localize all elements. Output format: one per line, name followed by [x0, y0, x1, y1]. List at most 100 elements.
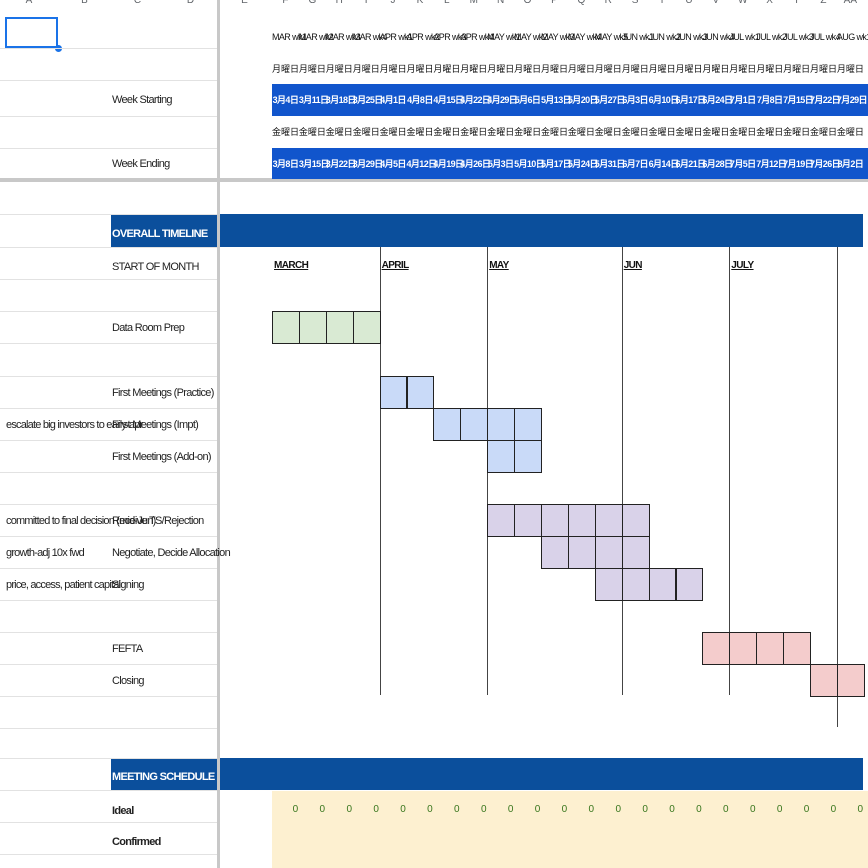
gantt-cell[interactable] — [648, 568, 677, 601]
ideal-value[interactable]: 0 — [534, 804, 541, 815]
column-letter[interactable]: V — [712, 0, 720, 6]
column-letter[interactable]: C — [133, 0, 142, 6]
gantt-cell[interactable] — [379, 376, 408, 409]
week-header: JUL wk3 — [783, 32, 814, 42]
column-letter[interactable]: J — [390, 0, 396, 6]
week-start-date: 7月15日 — [783, 95, 814, 105]
column-letter[interactable]: A — [25, 0, 33, 6]
ideal-value[interactable]: 0 — [749, 804, 756, 815]
gantt-cell[interactable] — [352, 311, 381, 344]
week-start-date: 7月1日 — [729, 95, 756, 105]
column-letter[interactable]: T — [658, 0, 666, 6]
gantt-cell[interactable] — [406, 376, 435, 409]
column-letter[interactable]: K — [416, 0, 424, 6]
gantt-cell[interactable] — [541, 536, 569, 569]
gantt-cell[interactable] — [567, 504, 596, 537]
gantt-cell[interactable] — [702, 632, 731, 665]
ideal-value[interactable]: 0 — [346, 804, 353, 815]
ideal-value[interactable]: 0 — [669, 804, 675, 815]
gantt-cell[interactable] — [621, 568, 650, 601]
gantt-cell[interactable] — [621, 504, 650, 537]
friday-label: 金曜日 — [675, 127, 703, 137]
column-letter[interactable]: R — [604, 0, 612, 6]
ideal-value[interactable]: 0 — [400, 804, 406, 815]
column-letter[interactable]: P — [551, 0, 558, 6]
column-letter[interactable]: Q — [577, 0, 586, 6]
ideal-value[interactable]: 0 — [588, 804, 595, 815]
gantt-cell[interactable] — [514, 440, 542, 473]
task-label: Negotiate, Decide Allocation — [112, 547, 231, 559]
ideal-value[interactable]: 0 — [480, 804, 487, 815]
column-letter[interactable]: E — [241, 0, 248, 6]
column-letter[interactable]: F — [282, 0, 289, 6]
gantt-cell[interactable] — [541, 504, 569, 537]
gantt-cell[interactable] — [783, 632, 811, 665]
gantt-cell[interactable] — [594, 504, 623, 537]
column-letter[interactable]: W — [738, 0, 748, 6]
week-end-date: 5月24日 — [567, 159, 599, 169]
column-letter[interactable]: L — [444, 0, 450, 6]
ideal-value[interactable]: 0 — [507, 804, 514, 815]
column-letter[interactable]: S — [631, 0, 639, 6]
ideal-value[interactable]: 0 — [642, 804, 648, 815]
ideal-value[interactable]: 0 — [723, 804, 729, 815]
ideal-value[interactable]: 0 — [776, 804, 783, 815]
gantt-cell[interactable] — [756, 632, 785, 665]
ideal-value[interactable]: 0 — [696, 804, 702, 815]
column-letter[interactable]: I — [364, 0, 368, 6]
column-letter[interactable]: Y — [793, 0, 800, 6]
gantt-cell[interactable] — [514, 504, 542, 537]
ideal-value[interactable]: 0 — [454, 804, 460, 815]
ideal-value[interactable]: 0 — [803, 804, 810, 815]
monday-label: 月曜日 — [836, 64, 864, 74]
column-letter[interactable]: N — [497, 0, 505, 6]
ideal-value[interactable]: 0 — [427, 804, 433, 815]
week-end-date: 4月26日 — [460, 159, 491, 169]
ideal-value[interactable]: 0 — [830, 804, 837, 815]
gantt-cell[interactable] — [675, 568, 704, 601]
gantt-cell[interactable] — [487, 440, 516, 473]
column-letter[interactable]: H — [335, 0, 343, 6]
week-start-date: 7月22日 — [810, 95, 841, 105]
row-gridline — [0, 247, 217, 248]
task-note: price, access, patient capital — [6, 579, 121, 591]
gantt-cell[interactable] — [729, 632, 758, 665]
frozen-column-divider[interactable] — [217, 0, 220, 868]
column-letter[interactable]: G — [308, 0, 317, 6]
gantt-cell[interactable] — [810, 664, 838, 697]
column-letter[interactable]: M — [469, 0, 478, 6]
gantt-cell[interactable] — [272, 311, 300, 344]
ideal-value[interactable]: 0 — [319, 804, 326, 815]
task-note: committed to final decision (mid-Jun) — [6, 515, 156, 527]
selected-cell[interactable] — [5, 17, 58, 48]
gantt-cell[interactable] — [621, 536, 650, 569]
gantt-cell[interactable] — [487, 408, 516, 441]
gantt-cell[interactable] — [460, 408, 489, 441]
column-letter[interactable]: B — [81, 0, 88, 6]
week-ending-band — [272, 148, 868, 179]
monday-label: 月曜日 — [352, 64, 380, 74]
ideal-value[interactable]: 0 — [373, 804, 379, 815]
gantt-cell[interactable] — [433, 408, 462, 441]
monday-label: 月曜日 — [729, 64, 757, 74]
frozen-row-divider[interactable] — [0, 178, 868, 182]
ideal-value[interactable]: 0 — [615, 804, 622, 815]
column-letter[interactable]: X — [766, 0, 773, 6]
gantt-cell[interactable] — [325, 311, 354, 344]
ideal-value[interactable]: 0 — [292, 804, 299, 815]
column-letter[interactable]: AA — [843, 0, 857, 6]
column-letter[interactable]: Z — [820, 0, 827, 6]
ideal-value[interactable]: 0 — [561, 804, 568, 815]
gantt-cell[interactable] — [487, 504, 516, 537]
column-letter[interactable]: O — [523, 0, 532, 6]
gantt-cell[interactable] — [567, 536, 596, 569]
ideal-value[interactable]: 0 — [857, 804, 864, 815]
gantt-cell[interactable] — [298, 311, 327, 344]
column-letter[interactable]: D — [186, 0, 195, 6]
gantt-cell[interactable] — [594, 568, 623, 601]
column-letter[interactable]: U — [685, 0, 693, 6]
friday-label: 金曜日 — [541, 127, 569, 137]
gantt-cell[interactable] — [594, 536, 623, 569]
gantt-cell[interactable] — [836, 664, 865, 697]
gantt-cell[interactable] — [514, 408, 542, 441]
